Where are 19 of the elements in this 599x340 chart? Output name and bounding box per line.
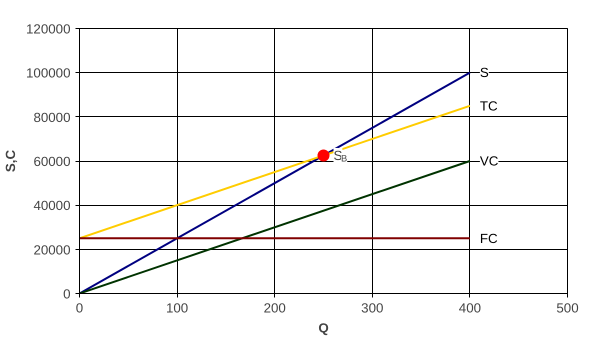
y-tick-label: 100000 bbox=[26, 66, 71, 81]
y-tick-label: 80000 bbox=[33, 110, 70, 125]
y-tick-label: 0 bbox=[63, 286, 71, 302]
y-tick-label: 60000 bbox=[33, 154, 70, 169]
x-tick-label: 100 bbox=[166, 300, 188, 316]
y-tick-label: 20000 bbox=[33, 242, 70, 258]
x-tick-label: 400 bbox=[458, 300, 482, 316]
series-label: TC bbox=[480, 98, 498, 114]
x-tick-label: 500 bbox=[556, 300, 579, 316]
x-tick-label: 200 bbox=[264, 300, 286, 316]
y-tick-label: 120000 bbox=[26, 22, 71, 36]
x-axis-title: Q bbox=[318, 320, 329, 336]
x-tick-label: 0 bbox=[76, 300, 84, 316]
y-axis-title: S,C bbox=[3, 150, 18, 172]
x-tick-label: 300 bbox=[361, 300, 384, 316]
series-label: FC bbox=[480, 230, 498, 246]
series-label: S bbox=[480, 65, 489, 80]
series-label: VC bbox=[480, 154, 499, 168]
y-tick-label: 40000 bbox=[33, 198, 70, 214]
